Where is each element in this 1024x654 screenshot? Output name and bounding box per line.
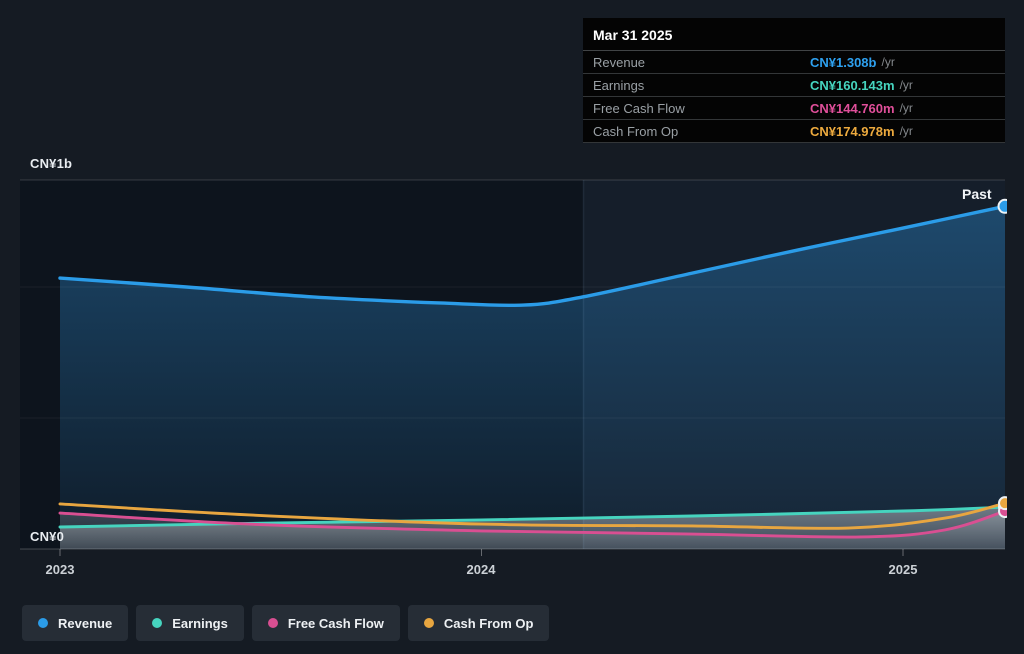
legend-label: Revenue — [58, 615, 113, 631]
tooltip-value: CN¥174.978m — [810, 123, 895, 139]
x-tick-2023: 2023 — [45, 562, 75, 577]
legend-item-earnings[interactable]: Earnings — [136, 605, 244, 641]
x-tick-2024: 2024 — [466, 562, 496, 577]
tooltip-label: Revenue — [593, 54, 646, 70]
tooltip-unit: /yr — [899, 78, 913, 92]
tooltip-date: Mar 31 2025 — [583, 18, 1005, 51]
x-tick-2025: 2025 — [888, 562, 918, 577]
tooltip-row-cash-from-op: Cash From Op CN¥174.978m /yr — [583, 120, 1005, 143]
tooltip-label: Earnings — [593, 77, 645, 93]
legend-label: Free Cash Flow — [287, 615, 384, 631]
tooltip-value: CN¥160.143m — [810, 77, 895, 93]
y-axis-max-label: CN¥1b — [30, 156, 73, 171]
tooltip-value: CN¥144.760m — [810, 100, 895, 116]
free-cash-flow-dot-icon — [267, 618, 278, 628]
chart-tooltip: Mar 31 2025 Revenue CN¥1.308b /yr Earnin… — [583, 18, 1005, 143]
past-period-label: Past — [962, 186, 992, 202]
tooltip-label: Cash From Op — [593, 123, 679, 139]
tooltip-value: CN¥1.308b — [810, 54, 877, 70]
legend-label: Earnings — [172, 615, 228, 631]
legend-label: Cash From Op — [443, 615, 534, 631]
y-axis-zero-label: CN¥0 — [30, 529, 65, 544]
chart-legend: Revenue Earnings Free Cash Flow Cash Fro… — [22, 605, 550, 641]
tooltip-row-free-cash-flow: Free Cash Flow CN¥144.760m /yr — [583, 97, 1005, 120]
tooltip-row-revenue: Revenue CN¥1.308b /yr — [583, 51, 1005, 74]
tooltip-unit: /yr — [899, 101, 913, 115]
legend-item-free-cash-flow[interactable]: Free Cash Flow — [251, 605, 400, 641]
tooltip-row-earnings: Earnings CN¥160.143m /yr — [583, 74, 1005, 97]
revenue-dot-icon — [38, 618, 48, 628]
tooltip-label: Free Cash Flow — [593, 100, 685, 116]
legend-item-cash-from-op[interactable]: Cash From Op — [407, 605, 550, 641]
tooltip-unit: /yr — [899, 124, 913, 138]
tooltip-unit: /yr — [881, 55, 895, 69]
legend-item-revenue[interactable]: Revenue — [22, 605, 129, 641]
cash-from-op-dot-icon — [423, 618, 434, 628]
earnings-dot-icon — [152, 618, 163, 628]
